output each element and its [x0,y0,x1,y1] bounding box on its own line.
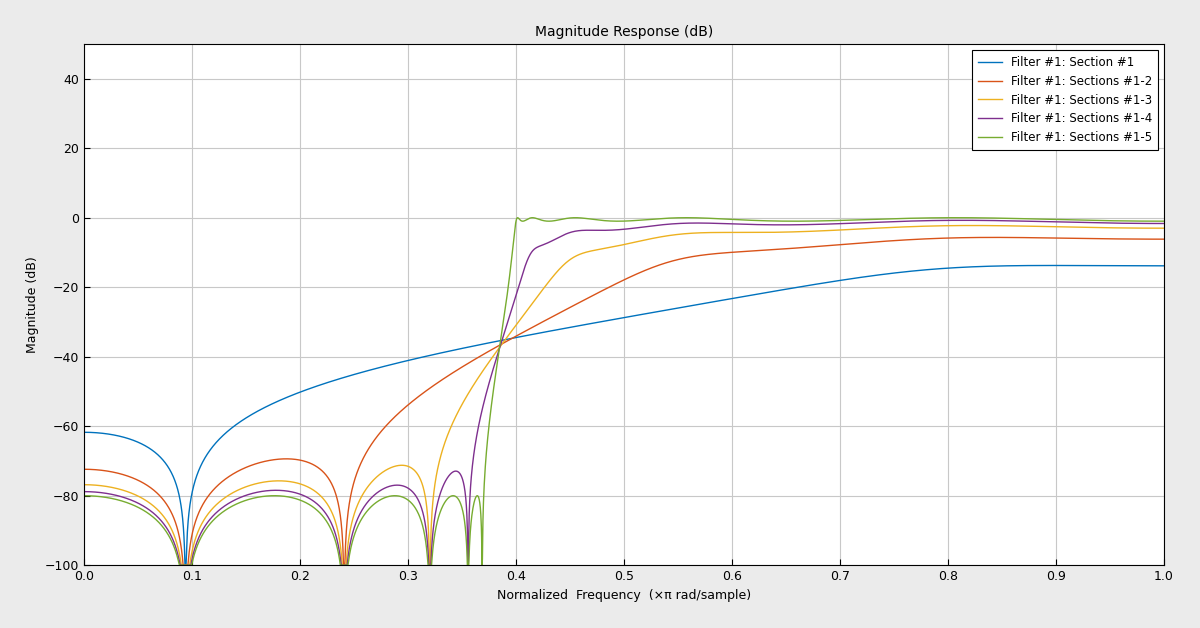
Filter #1: Sections #1-5: (0.667, -0.989): Sections #1-5: (0.667, -0.989) [797,217,811,225]
Filter #1: Sections #1-4: (0.813, -0.752): Sections #1-4: (0.813, -0.752) [955,217,970,224]
Filter #1: Section #1: (1, -13.8): Section #1: (1, -13.8) [1157,262,1171,269]
Filter #1: Sections #1-5: (0.0884, -100): Sections #1-5: (0.0884, -100) [173,561,187,569]
Y-axis label: Magnitude (dB): Magnitude (dB) [26,256,40,353]
Filter #1: Sections #1-5: (0.974, -0.964): Sections #1-5: (0.974, -0.964) [1129,217,1144,225]
Filter #1: Sections #1-2: (0.974, -6.15): Sections #1-2: (0.974, -6.15) [1129,236,1144,243]
Filter #1: Section #1: (0.0935, -100): Section #1: (0.0935, -100) [178,561,192,569]
Filter #1: Sections #1-3: (0.974, -2.99): Sections #1-3: (0.974, -2.99) [1129,224,1144,232]
Line: Filter #1: Sections #1-3: Filter #1: Sections #1-3 [84,225,1164,565]
Line: Filter #1: Section #1: Filter #1: Section #1 [84,266,1164,565]
Filter #1: Sections #1-4: (0.667, -2): Sections #1-4: (0.667, -2) [797,221,811,229]
Filter #1: Sections #1-3: (0.813, -2.26): Sections #1-3: (0.813, -2.26) [954,222,968,229]
Filter #1: Sections #1-5: (0.808, -4.88e-07): Sections #1-5: (0.808, -4.88e-07) [949,214,964,222]
Filter #1: Sections #1-5: (0.937, -0.795): Sections #1-5: (0.937, -0.795) [1088,217,1103,224]
Filter #1: Sections #1-4: (0.0891, -100): Sections #1-4: (0.0891, -100) [173,561,187,569]
Filter #1: Sections #1-5: (0, -80): Sections #1-5: (0, -80) [77,492,91,499]
Line: Filter #1: Sections #1-5: Filter #1: Sections #1-5 [84,218,1164,565]
Title: Magnitude Response (dB): Magnitude Response (dB) [535,24,713,39]
Filter #1: Sections #1-5: (0.885, -0.403): Sections #1-5: (0.885, -0.403) [1033,215,1048,223]
Filter #1: Sections #1-2: (0.813, -5.76): Sections #1-2: (0.813, -5.76) [954,234,968,242]
X-axis label: Normalized  Frequency  (×π rad/sample): Normalized Frequency (×π rad/sample) [497,588,751,602]
Filter #1: Section #1: (0.937, -13.8): Section #1: (0.937, -13.8) [1088,262,1103,269]
Filter #1: Sections #1-2: (0.885, -5.78): Sections #1-2: (0.885, -5.78) [1033,234,1048,242]
Filter #1: Sections #1-4: (0, -78.8): Sections #1-4: (0, -78.8) [77,488,91,495]
Filter #1: Sections #1-3: (0.0903, -100): Sections #1-3: (0.0903, -100) [174,561,188,569]
Filter #1: Section #1: (0.667, -19.7): Section #1: (0.667, -19.7) [797,283,811,290]
Filter #1: Sections #1-4: (0.885, -1.1): Sections #1-4: (0.885, -1.1) [1033,218,1048,225]
Filter #1: Sections #1-4: (0.974, -1.63): Sections #1-4: (0.974, -1.63) [1129,220,1144,227]
Filter #1: Sections #1-2: (0.092, -100): Sections #1-2: (0.092, -100) [176,561,191,569]
Filter #1: Sections #1-3: (0, -76.8): Sections #1-3: (0, -76.8) [77,481,91,489]
Filter #1: Sections #1-2: (1, -6.17): Sections #1-2: (1, -6.17) [1157,236,1171,243]
Filter #1: Section #1: (0.896, -13.7): Section #1: (0.896, -13.7) [1045,262,1060,269]
Filter #1: Sections #1-3: (1, -3.02): Sections #1-3: (1, -3.02) [1157,224,1171,232]
Filter #1: Sections #1-3: (0.885, -2.51): Sections #1-3: (0.885, -2.51) [1033,223,1048,230]
Filter #1: Sections #1-4: (0.0789, -90.5): Sections #1-4: (0.0789, -90.5) [162,528,176,536]
Filter #1: Sections #1-3: (0.667, -3.98): Sections #1-3: (0.667, -3.98) [797,228,811,236]
Filter #1: Sections #1-5: (1, -1): Sections #1-5: (1, -1) [1157,217,1171,225]
Filter #1: Sections #1-3: (0.937, -2.84): Sections #1-3: (0.937, -2.84) [1088,224,1103,231]
Filter #1: Section #1: (0.813, -14.3): Section #1: (0.813, -14.3) [954,264,968,271]
Filter #1: Sections #1-4: (0.937, -1.47): Sections #1-4: (0.937, -1.47) [1088,219,1103,227]
Filter #1: Sections #1-3: (0.0789, -88.4): Sections #1-3: (0.0789, -88.4) [162,521,176,529]
Filter #1: Sections #1-2: (0.667, -8.57): Sections #1-2: (0.667, -8.57) [797,244,811,251]
Filter #1: Sections #1-5: (0.813, -0.00252): Sections #1-5: (0.813, -0.00252) [955,214,970,222]
Filter #1: Sections #1-5: (0.0789, -91.7): Sections #1-5: (0.0789, -91.7) [162,533,176,540]
Filter #1: Section #1: (0, -61.8): Section #1: (0, -61.8) [77,428,91,436]
Filter #1: Sections #1-4: (0.813, -0.752): Sections #1-4: (0.813, -0.752) [954,217,968,224]
Filter #1: Sections #1-2: (0.843, -5.67): Sections #1-2: (0.843, -5.67) [986,234,1001,241]
Filter #1: Sections #1-4: (1, -1.67): Sections #1-4: (1, -1.67) [1157,220,1171,227]
Filter #1: Section #1: (0.974, -13.8): Section #1: (0.974, -13.8) [1129,262,1144,269]
Filter #1: Section #1: (0.885, -13.8): Section #1: (0.885, -13.8) [1032,262,1046,269]
Filter #1: Sections #1-2: (0.0789, -83.7): Sections #1-2: (0.0789, -83.7) [162,505,176,512]
Filter #1: Sections #1-2: (0.937, -6.03): Sections #1-2: (0.937, -6.03) [1088,235,1103,242]
Filter #1: Section #1: (0.0789, -72.2): Section #1: (0.0789, -72.2) [162,465,176,472]
Filter #1: Sections #1-3: (0.823, -2.25): Sections #1-3: (0.823, -2.25) [965,222,979,229]
Line: Filter #1: Sections #1-2: Filter #1: Sections #1-2 [84,237,1164,565]
Filter #1: Sections #1-2: (0, -72.4): Sections #1-2: (0, -72.4) [77,465,91,473]
Line: Filter #1: Sections #1-4: Filter #1: Sections #1-4 [84,220,1164,565]
Legend: Filter #1: Section #1, Filter #1: Sections #1-2, Filter #1: Sections #1-3, Filte: Filter #1: Section #1, Filter #1: Sectio… [972,50,1158,150]
